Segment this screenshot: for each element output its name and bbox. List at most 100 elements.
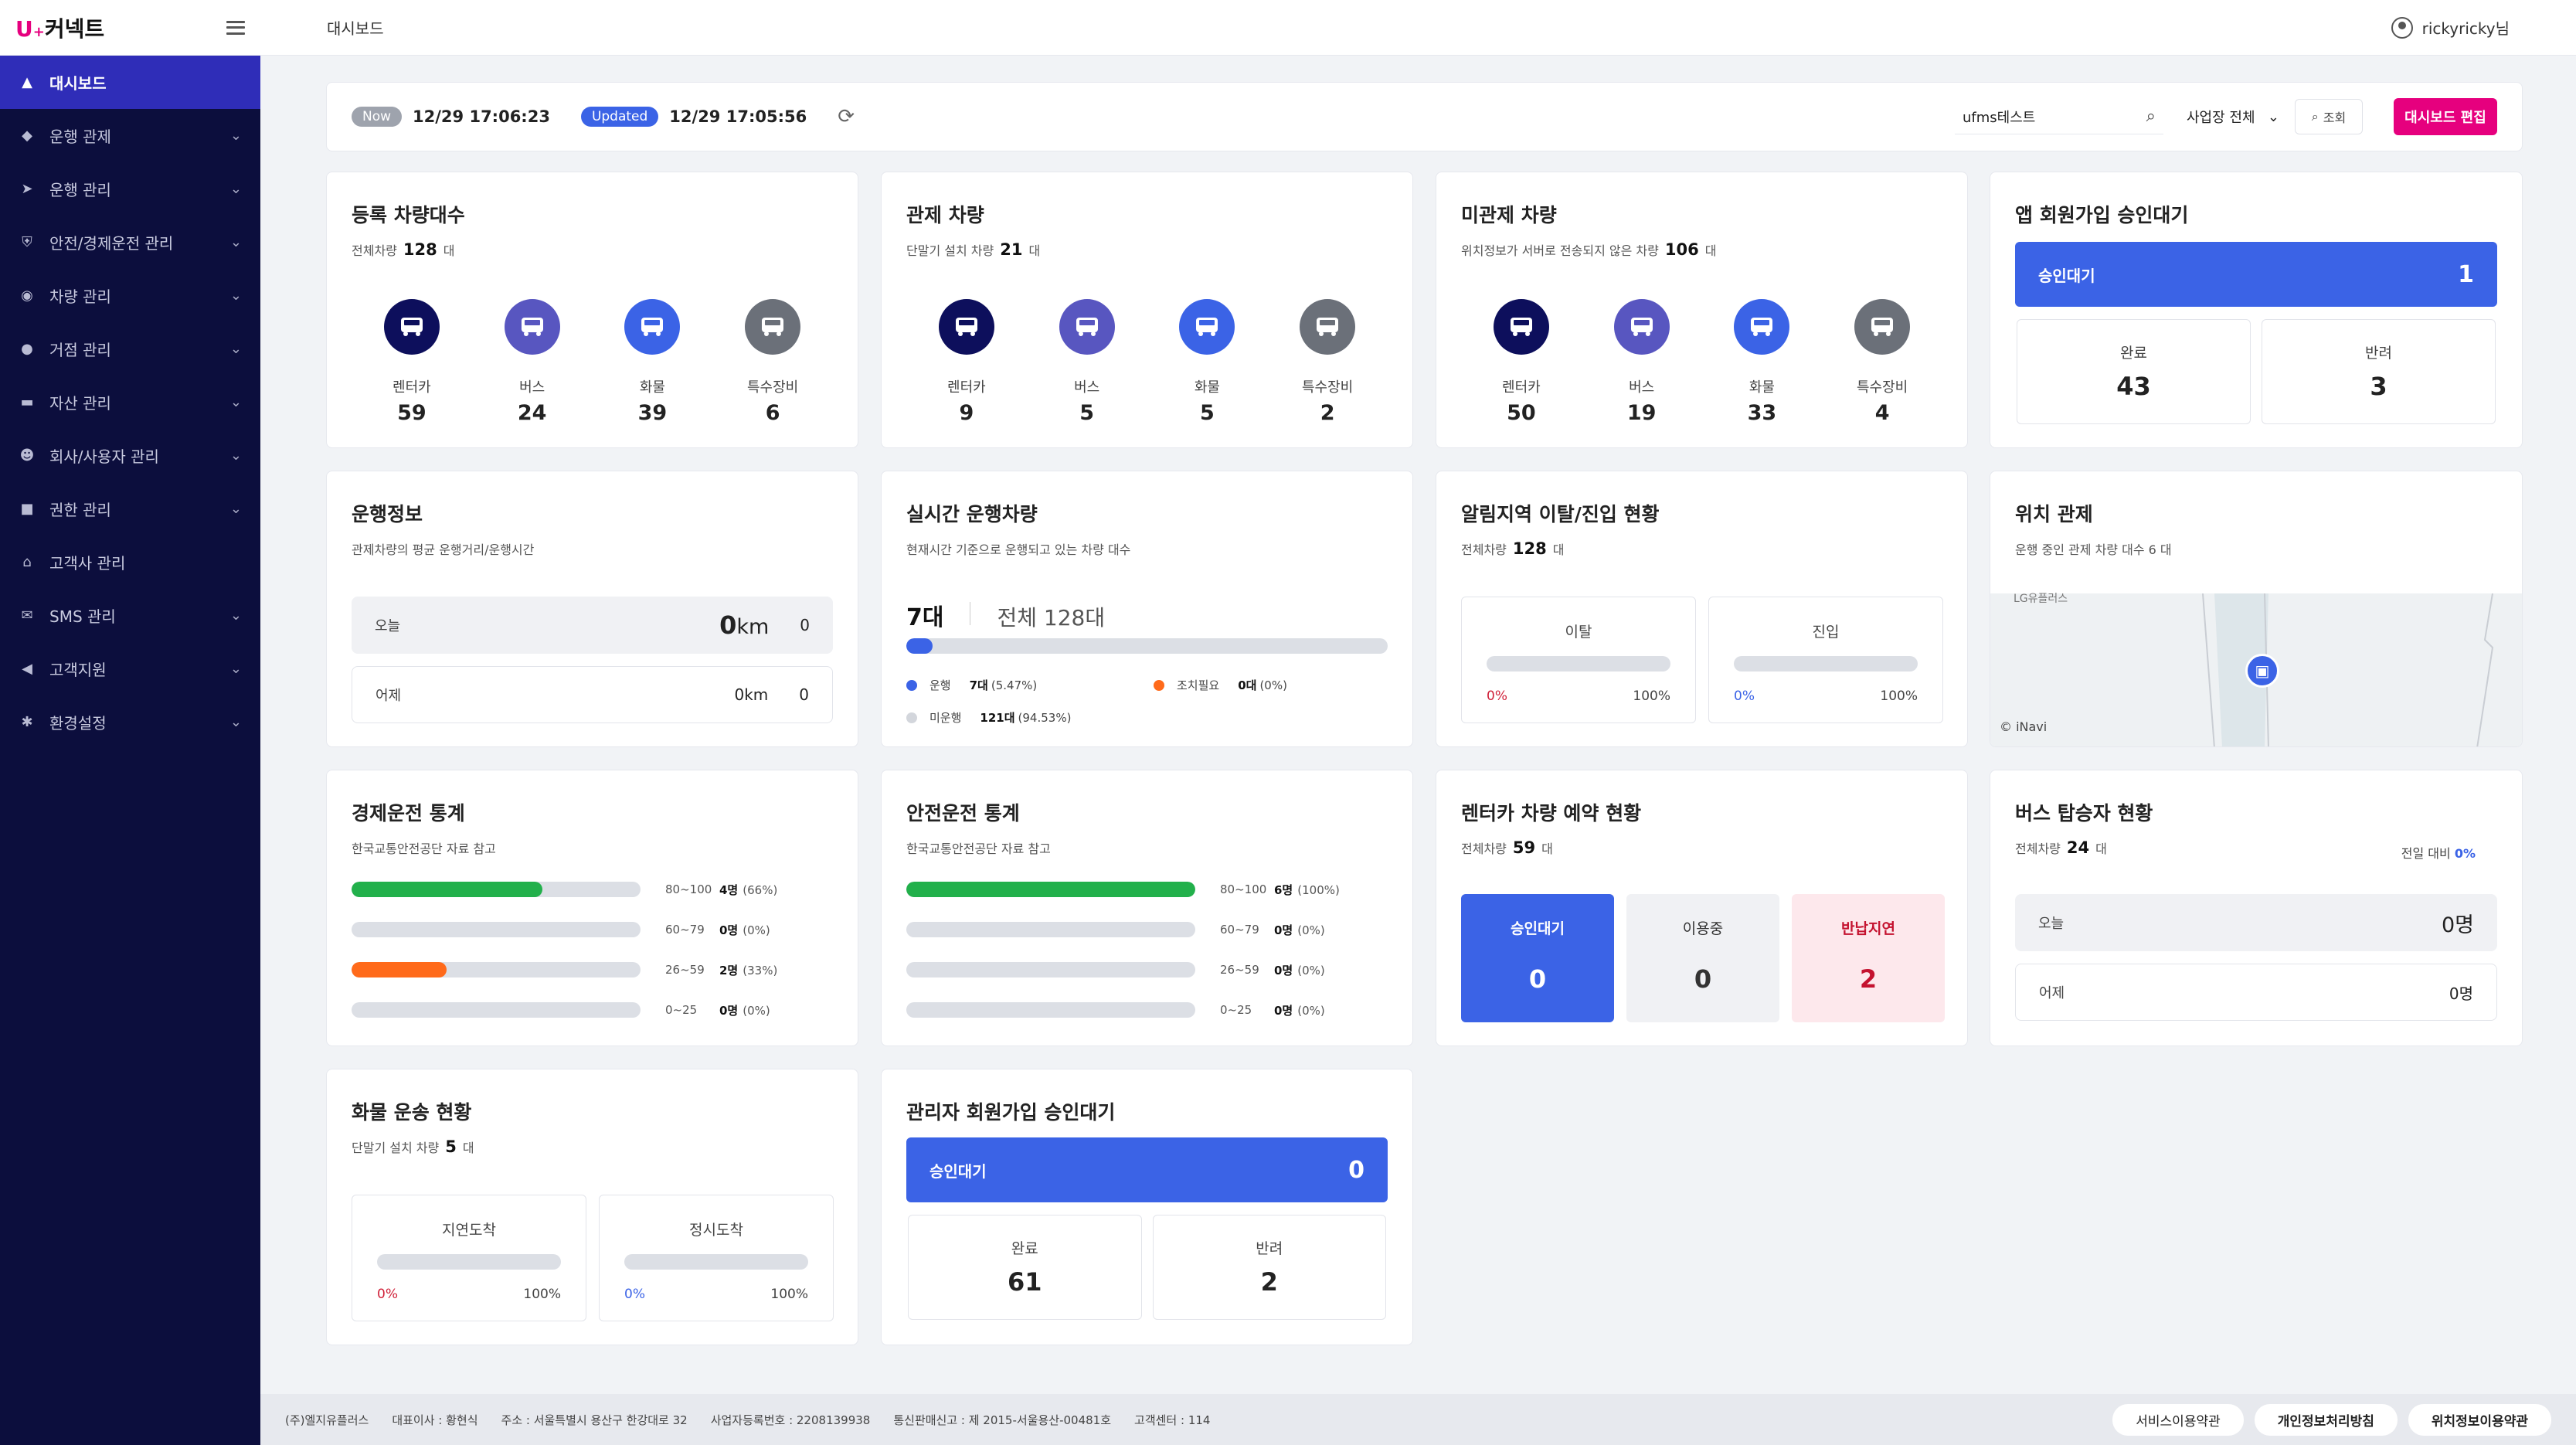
vehicle-type-item[interactable]: 화물 5	[1149, 299, 1265, 425]
reject-box[interactable]: 반려 2	[1152, 1215, 1386, 1320]
footer-company: (주)엘지유플러스	[285, 1413, 369, 1427]
done-box[interactable]: 완료 43	[2017, 319, 2251, 424]
in-use-box[interactable]: 이용중 0	[1626, 894, 1779, 1022]
privacy-link[interactable]: 개인정보처리방침	[2254, 1403, 2398, 1436]
card-subtitle: 관제차량의 평균 운행거리/운행시간	[352, 542, 535, 557]
sidebar-item[interactable]: ▬ 자산 관리 ⌄	[0, 376, 260, 429]
logo[interactable]: U + 커넥트	[15, 12, 104, 43]
vehicle-type-count: 19	[1626, 401, 1657, 425]
vehicle-type-row: 렌터카 9 버스 5 화물 5 특수장비 2	[906, 299, 1388, 425]
vehicle-type-item[interactable]: 특수장비 4	[1824, 299, 1940, 425]
stat-value: 6명 (100%)	[1274, 882, 1340, 898]
chevron-down-icon: ⌄	[229, 394, 242, 410]
user-menu[interactable]: rickyricky님	[2391, 16, 2510, 39]
refresh-icon[interactable]: ⟳	[838, 105, 855, 128]
exit-bar	[1487, 656, 1670, 672]
card-title: 안전운전 통계	[906, 802, 1020, 824]
vehicle-type-item[interactable]: 화물 39	[594, 299, 710, 425]
stat-range: 80~100	[1220, 882, 1267, 896]
stat-range: 60~79	[1220, 923, 1259, 937]
stat-bar	[906, 922, 1195, 937]
vehicle-type-item[interactable]: 특수장비 6	[715, 299, 831, 425]
sidebar-item[interactable]: ☻ 회사/사용자 관리 ⌄	[0, 429, 260, 482]
stat-value: 0명 (0%)	[1274, 962, 1325, 978]
sidebar-item[interactable]: ✱ 환경설정 ⌄	[0, 695, 260, 749]
compare-text: 전일 대비 0%	[2401, 843, 2476, 862]
logo-text: 커넥트	[44, 15, 105, 42]
updated-badge: Updated	[580, 107, 659, 127]
sidebar-item-label: 환경설정	[49, 714, 107, 733]
vehicle-type-item[interactable]: 버스 5	[1029, 299, 1145, 425]
late-return-box[interactable]: 반납지연 2	[1792, 894, 1945, 1022]
late-arrival-box[interactable]: 지연도착 0% 100%	[352, 1195, 586, 1321]
pending-box[interactable]: 승인대기 0	[1461, 894, 1614, 1022]
site-select[interactable]: 사업장 전체 ⌄	[2179, 99, 2287, 134]
pending-bar[interactable]: 승인대기 1	[2015, 242, 2497, 307]
cargo-truck-icon	[624, 299, 681, 355]
vehicle-type-item[interactable]: 렌터카 50	[1463, 299, 1579, 425]
search-icon[interactable]: ⌕	[2146, 107, 2156, 126]
card-title: 등록 차량대수	[352, 204, 465, 226]
vehicle-type-item[interactable]: 버스 24	[474, 299, 590, 425]
vehicle-type-label: 버스	[519, 379, 545, 396]
stat-bar	[352, 962, 641, 978]
search-input[interactable]: ufms테스트 ⌕	[1955, 99, 2163, 134]
vehicle-type-item[interactable]: 렌터카 59	[354, 299, 470, 425]
vehicle-type-item[interactable]: 화물 33	[1704, 299, 1820, 425]
sidebar-item[interactable]: ⌂ 고객사 관리	[0, 536, 260, 589]
card-subtitle: 전체차량 59 대	[1461, 838, 1553, 857]
pending-label: 승인대기	[929, 1161, 987, 1181]
stat-count: 0명	[1274, 923, 1293, 937]
sidebar-item[interactable]: ◉ 차량 관리 ⌄	[0, 269, 260, 322]
done-box[interactable]: 완료 61	[908, 1215, 1142, 1320]
enter-box[interactable]: 진입 0% 100%	[1708, 597, 1943, 723]
stat-bar-fill	[352, 962, 447, 978]
card-registered-vehicles: 등록 차량대수 전체차량 128 대 렌터카 59 버스 24 화물 39 특수장비 6	[326, 172, 858, 448]
cargo-truck-icon	[1734, 299, 1790, 355]
sidebar-item[interactable]: ■ 권한 관리 ⌄	[0, 482, 260, 536]
sidebar-item[interactable]: ✉ SMS 관리 ⌄	[0, 589, 260, 642]
pending-bar[interactable]: 승인대기 0	[906, 1137, 1388, 1202]
unit: 대	[462, 1141, 474, 1155]
sidebar-item[interactable]: ◀ 고객지원 ⌄	[0, 642, 260, 695]
vehicle-type-item[interactable]: 렌터카 9	[909, 299, 1025, 425]
vehicle-type-item[interactable]: 특수장비 2	[1269, 299, 1385, 425]
legend-item: 운행 7대 (5.47%)	[906, 677, 1037, 693]
query-button[interactable]: ⌕ 조회	[2295, 99, 2363, 134]
rental-car-icon	[383, 299, 440, 355]
pending-label: 승인대기	[2038, 266, 2095, 285]
map-view[interactable]: LG유플러스 ▣ © iNavi	[1990, 593, 2522, 746]
reject-box[interactable]: 반려 3	[2262, 319, 2496, 424]
megaphone-icon: ◀	[22, 661, 32, 677]
card-title: 미관제 차량	[1461, 204, 1557, 226]
sidebar-item[interactable]: ⛨ 안전/경제운전 관리 ⌄	[0, 216, 260, 269]
done-label: 완료	[2120, 345, 2147, 362]
chevron-down-icon: ⌄	[229, 714, 242, 730]
legend-item: 미운행 121대 (94.53%)	[906, 709, 1071, 726]
stat-pct: (0%)	[1297, 963, 1325, 978]
chevron-down-icon: ⌄	[229, 607, 242, 624]
card-controlled-vehicles: 관제 차량 단말기 설치 차량 21 대 렌터카 9 버스 5 화물 5 특수장비 2	[881, 172, 1413, 448]
terms-link[interactable]: 서비스이용약관	[2112, 1403, 2244, 1436]
dashboard-edit-button[interactable]: 대시보드 편집	[2394, 98, 2497, 135]
sidebar-item[interactable]: ➤ 운행 관리 ⌄	[0, 162, 260, 216]
stat-count: 0명	[1274, 1003, 1293, 1018]
ontime-arrival-box[interactable]: 정시도착 0% 100%	[599, 1195, 834, 1321]
sidebar-item[interactable]: ● 거점 관리 ⌄	[0, 322, 260, 376]
vehicle-type-item[interactable]: 버스 19	[1584, 299, 1700, 425]
today-km-unit: km	[736, 615, 770, 639]
exit-box[interactable]: 이탈 0% 100%	[1461, 597, 1696, 723]
legend-dot	[906, 679, 917, 691]
sidebar-item[interactable]: ▲ 대시보드	[0, 56, 260, 109]
car-icon: ◉	[21, 287, 33, 304]
unit: 대	[443, 243, 455, 258]
compare-value: 0%	[2454, 846, 2476, 861]
bus-marker-icon[interactable]: ▣	[2245, 654, 2279, 688]
sidebar-item-label: 안전/경제운전 관리	[49, 234, 174, 253]
chevron-down-icon: ⌄	[229, 501, 242, 517]
sidebar-item[interactable]: ◆ 운행 관제 ⌄	[0, 109, 260, 162]
bus-icon	[1059, 299, 1115, 355]
today-row: 오늘 0명	[2015, 894, 2497, 951]
location-terms-link[interactable]: 위치정보이용약관	[2408, 1403, 2551, 1436]
hamburger-icon[interactable]	[226, 20, 245, 35]
